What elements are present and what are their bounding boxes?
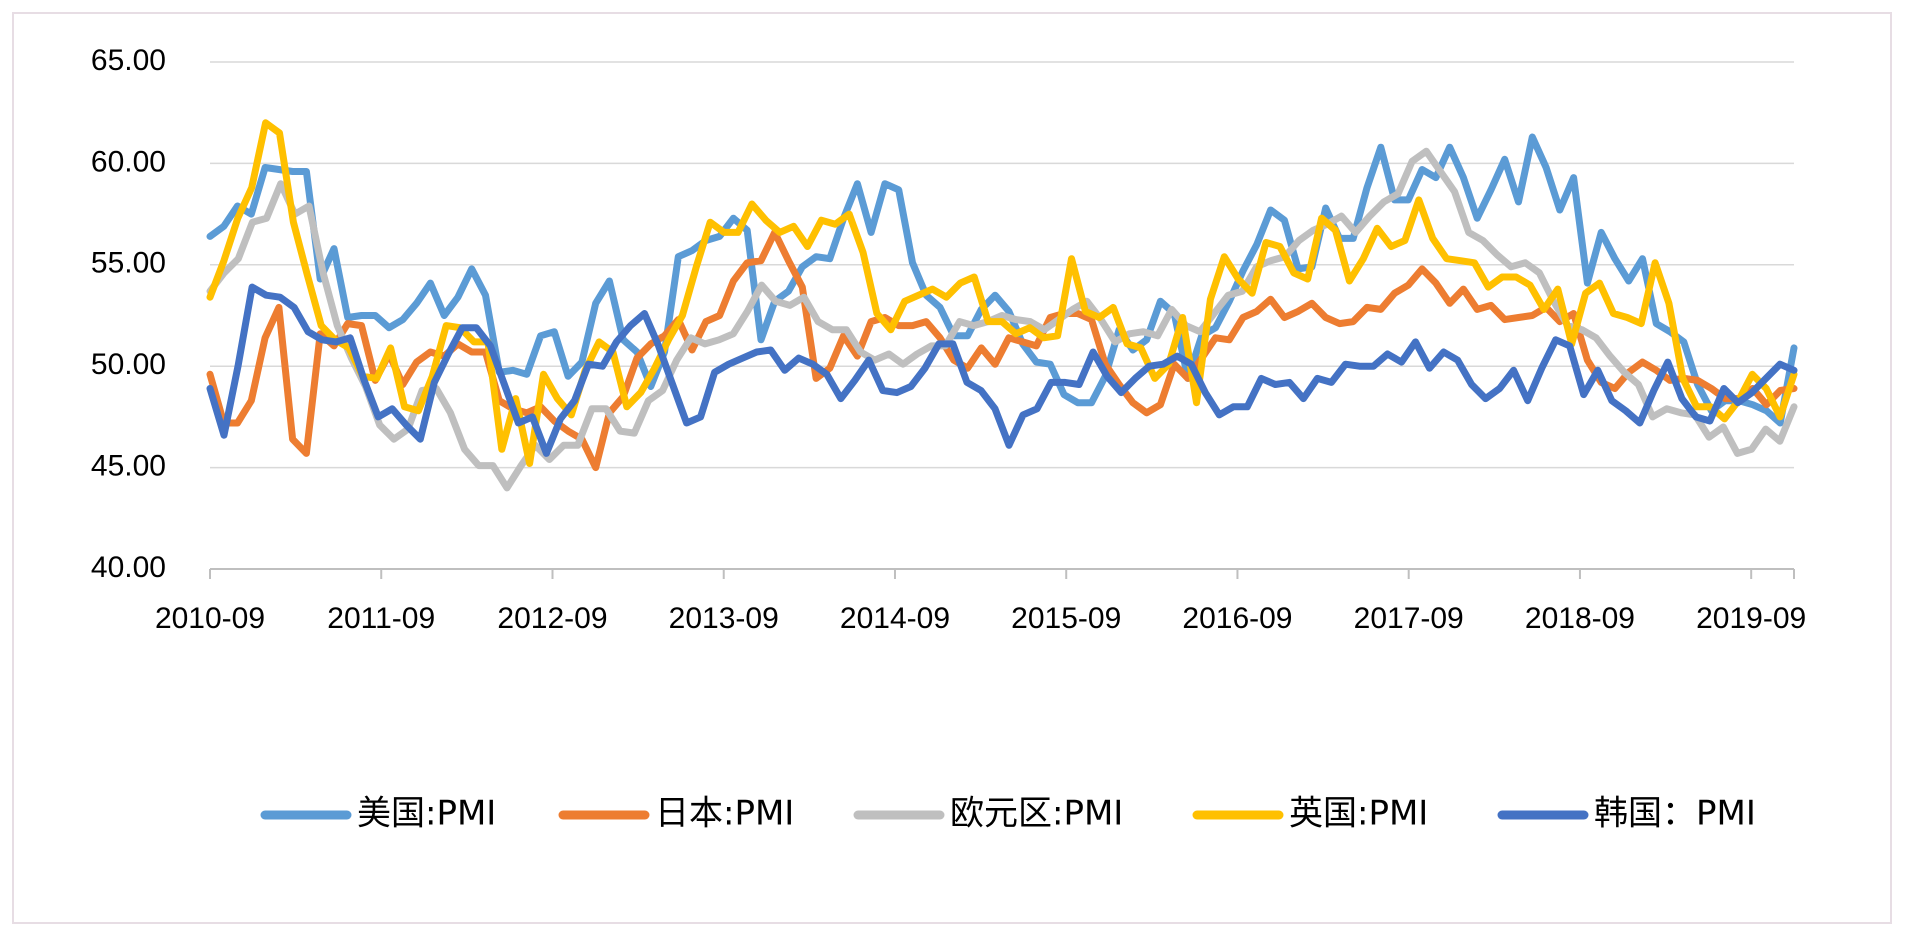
y-tick-label-1: 45.00: [91, 450, 166, 483]
legend-label-4: 韩国：PMI: [1594, 794, 1756, 834]
y-tick-label-3: 55.00: [91, 247, 166, 280]
y-tick-label-2: 50.00: [91, 348, 166, 381]
y-axis-tick-labels: 40.00 45.00 50.00 55.00 60.00 65.00: [91, 44, 166, 584]
x-axis-tick-labels: 2010-09 2011-09 2012-09 2013-09 2014-09 2015-…: [155, 602, 1806, 635]
series-line-3: [206, 119, 1798, 467]
legend: 美国:PMI 日本:PMI 欧元区:PMI 英国:PMI 韩国：PMI: [260, 794, 1756, 834]
x-tick-label-0: 2010-09: [155, 602, 265, 635]
x-axis: [209, 568, 1795, 579]
y-tick-label-4: 60.00: [91, 145, 166, 178]
x-tick-label-4: 2014-09: [840, 602, 950, 635]
y-tick-label-5: 65.00: [91, 44, 166, 77]
x-tick-label-7: 2017-09: [1354, 602, 1464, 635]
x-tick-label-2: 2012-09: [497, 602, 607, 635]
x-tick-label-9: 2019-09: [1696, 602, 1806, 635]
series-line-4: [206, 283, 1798, 457]
series-line-1: [206, 228, 1798, 472]
series-line-2: [206, 147, 1798, 492]
x-tick-label-3: 2013-09: [669, 602, 779, 635]
x-tick-label-6: 2016-09: [1182, 602, 1292, 635]
x-tick-label-5: 2015-09: [1011, 602, 1121, 635]
legend-label-3: 英国:PMI: [1289, 794, 1428, 834]
legend-label-2: 欧元区:PMI: [950, 794, 1123, 834]
x-tick-label-8: 2018-09: [1525, 602, 1635, 635]
series-line-0: [206, 133, 1798, 427]
legend-label-1: 日本:PMI: [655, 794, 794, 834]
gridlines: [210, 61, 1794, 469]
y-tick-label-0: 40.00: [91, 551, 166, 584]
x-tick-label-1: 2011-09: [327, 602, 435, 635]
series-lines: [206, 119, 1798, 492]
legend-label-0: 美国:PMI: [357, 794, 496, 834]
